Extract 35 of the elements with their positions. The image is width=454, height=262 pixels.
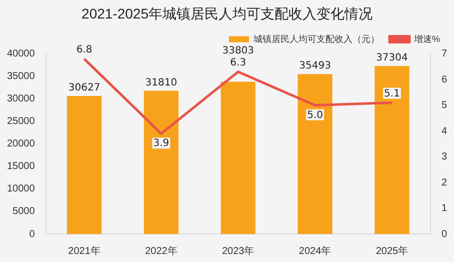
y-tick-label: 10000: [6, 184, 36, 195]
y-tick-label: 0: [29, 228, 36, 240]
data-label: 3.9: [153, 138, 170, 150]
y2-tick-label: 4: [441, 126, 448, 137]
legend-label: 城镇居民人均可支配收入（元）: [252, 34, 380, 44]
y-tick-label: 40000: [6, 48, 36, 60]
data-label: 6.8: [76, 44, 92, 56]
legend-label: 增速%: [413, 34, 440, 44]
y2-tick-label: 1: [441, 203, 448, 214]
y-tick-label: 15000: [6, 161, 36, 172]
x-tick-label: 2024年: [298, 244, 332, 257]
y2-tick-label: 7: [441, 48, 448, 60]
y-tick-label: 5000: [12, 206, 36, 218]
y2-tick-label: 3: [441, 152, 448, 163]
x-tick-label: 2022年: [145, 244, 178, 257]
y-tick-label: 25000: [6, 116, 36, 128]
data-label: 33803: [222, 45, 254, 56]
x-tick-label: 2023年: [222, 244, 254, 257]
data-label: 5.0: [307, 110, 323, 121]
data-label: 30627: [68, 82, 100, 94]
x-tick-label: 2021年: [68, 244, 100, 257]
data-label: 31810: [145, 77, 178, 88]
y2-tick-label: 5: [441, 100, 448, 112]
y-tick-label: 35000: [6, 71, 36, 82]
y2-tick-label: 0: [441, 228, 448, 240]
y-tick-label: 20000: [6, 138, 36, 150]
data-label: 35493: [299, 60, 331, 72]
chart-title: 2021-2025年城镇居民人均可支配收入变化情况: [82, 5, 372, 22]
data-label: 6.3: [230, 57, 246, 68]
y2-tick-label: 2: [441, 177, 448, 188]
data-label: 5.1: [384, 88, 400, 100]
data-label: 37304: [376, 52, 408, 64]
y2-tick-label: 6: [441, 74, 448, 86]
y-tick-label: 30000: [6, 94, 36, 105]
x-tick-label: 2025年: [376, 244, 408, 257]
